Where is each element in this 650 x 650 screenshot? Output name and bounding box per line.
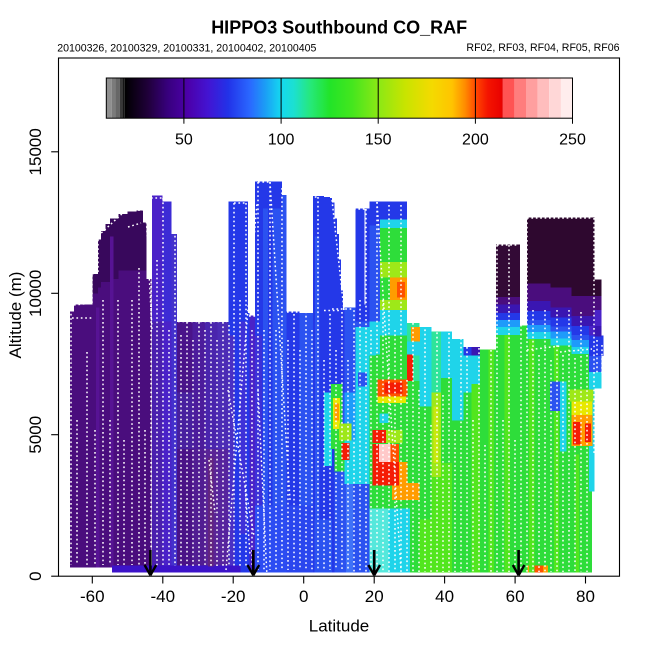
svg-text:150: 150 [365, 132, 392, 149]
svg-text:15000: 15000 [26, 128, 45, 175]
svg-text:250: 250 [559, 132, 586, 149]
svg-text:RF02, RF03, RF04, RF05, RF06: RF02, RF03, RF04, RF05, RF06 [466, 42, 619, 54]
svg-text:80: 80 [576, 587, 595, 606]
svg-text:HIPPO3 Southbound CO_RAF: HIPPO3 Southbound CO_RAF [211, 18, 467, 38]
svg-text:20100326, 20100329, 20100331,: 20100326, 20100329, 20100331, 20100402, … [57, 43, 316, 55]
svg-text:-60: -60 [80, 587, 105, 606]
svg-text:100: 100 [268, 132, 295, 149]
svg-text:0: 0 [299, 587, 308, 606]
svg-text:0: 0 [26, 571, 45, 580]
svg-text:60: 60 [506, 587, 525, 606]
svg-text:200: 200 [462, 132, 489, 149]
svg-text:-20: -20 [221, 587, 246, 606]
svg-text:10000: 10000 [26, 270, 45, 317]
svg-text:Latitude: Latitude [309, 617, 370, 636]
svg-text:5000: 5000 [26, 416, 45, 454]
svg-text:20: 20 [365, 587, 384, 606]
svg-text:40: 40 [435, 587, 454, 606]
svg-text:-40: -40 [151, 587, 176, 606]
svg-text:Altitude (m): Altitude (m) [6, 272, 25, 359]
svg-text:50: 50 [175, 132, 193, 149]
